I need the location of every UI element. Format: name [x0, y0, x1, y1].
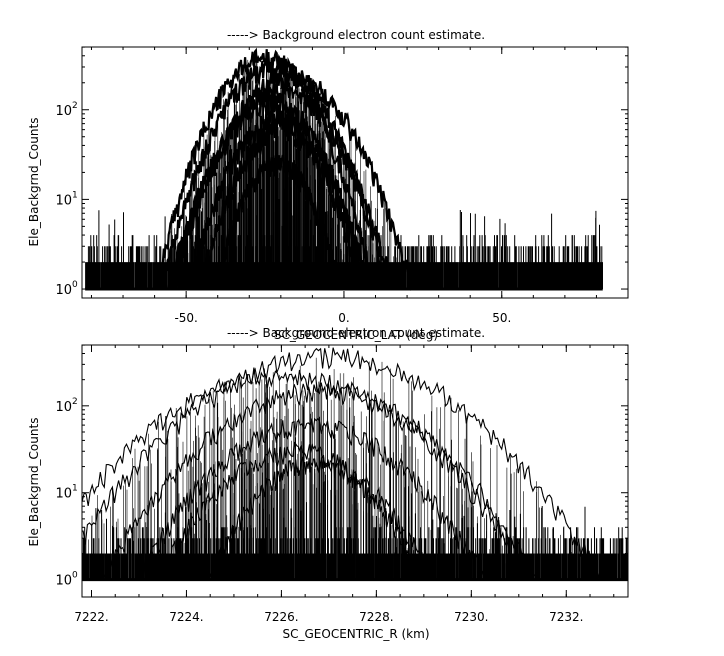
chart-panel-latitude: -----> Background electron count estimat…: [27, 28, 629, 342]
series-arc-3: [135, 417, 485, 581]
x-axis-label: SC_GEOCENTRIC_R (km): [283, 627, 430, 641]
chart-panel-radius: -----> Background electron count estimat…: [27, 326, 629, 641]
x-tick-label: 7228.: [359, 610, 393, 624]
series-spikes-7: [222, 162, 336, 289]
series-spikes-5: [227, 461, 411, 580]
chart-title: -----> Background electron count estimat…: [227, 326, 485, 340]
data-traces: [85, 47, 603, 292]
series-arc-4: [157, 441, 434, 578]
series-spikes-3: [146, 425, 471, 580]
y-tick-label: 10: [55, 283, 72, 298]
x-tick-label: 7232.: [549, 610, 583, 624]
x-axis-label: SC_GEOCENTRIC_LAT (deg): [274, 328, 438, 342]
series-arc-6: [200, 117, 363, 291]
y-tick-label: 10: [55, 104, 72, 119]
y-axis-label: Ele_Backgrnd_Counts: [27, 118, 41, 247]
y-tick-exponent: 2: [72, 101, 78, 111]
y-axis-label: Ele_Backgrnd_Counts: [27, 418, 41, 547]
x-tick-label: 7222.: [74, 610, 108, 624]
series-arc-0: [156, 47, 375, 289]
y-tick-exponent: 0: [72, 280, 78, 290]
chart-title: -----> Background electron count estimat…: [227, 28, 485, 42]
y-tick-exponent: 2: [72, 397, 78, 407]
y-tick-label: 10: [55, 574, 72, 589]
x-ticks: -50. 0. 50.: [90, 47, 629, 325]
y-tick-label: 10: [55, 193, 72, 208]
x-tick-label: 7230.: [454, 610, 488, 624]
series-spikes-4: [172, 452, 414, 580]
series-arc-1: [82, 367, 534, 581]
x-tick-label: 7226.: [264, 610, 298, 624]
data-traces: [82, 347, 628, 582]
x-tick-label: 7224.: [169, 610, 203, 624]
y-tick-exponent: 1: [72, 190, 78, 200]
series-arc-7: [213, 154, 342, 290]
y-tick-exponent: 0: [72, 571, 78, 581]
x-tick-label: -50.: [174, 311, 197, 325]
y-tick-label: 10: [55, 487, 72, 502]
plot-area: [81, 344, 629, 598]
y-tick-label: 10: [55, 400, 72, 415]
x-tick-label: 0.: [338, 311, 349, 325]
x-tick-label: 50.: [492, 311, 511, 325]
x-ticks: 7222. 7224. 7226. 7228. 7230. 7232.: [74, 345, 615, 624]
series-arc-2: [101, 382, 539, 581]
y-tick-exponent: 1: [72, 484, 78, 494]
